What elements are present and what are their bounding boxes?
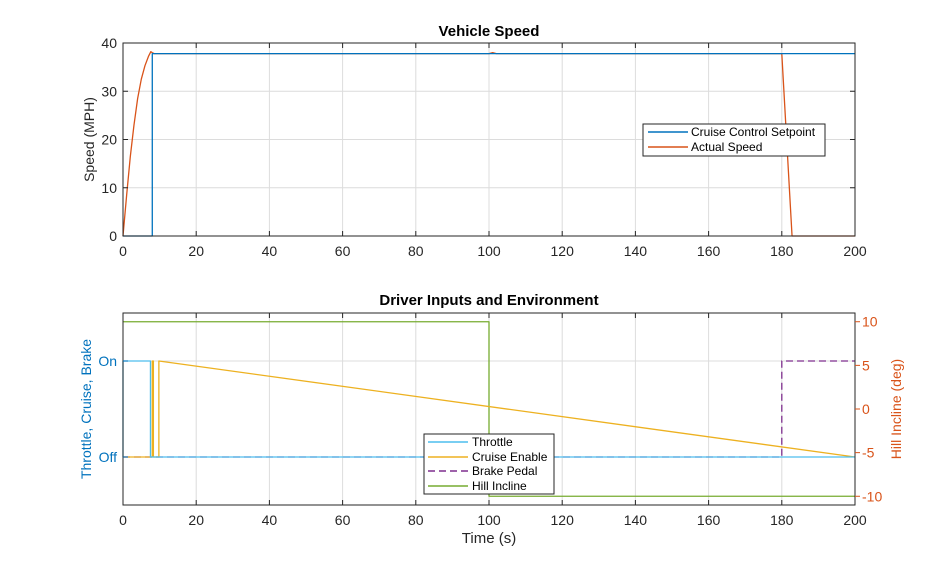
speed-x-tick-label: 0 [119, 243, 127, 259]
speed-legend-box [642, 123, 826, 157]
speed-x-tick-label: 20 [188, 243, 204, 259]
speed-x-tick-label: 180 [770, 243, 794, 259]
speed-y-tick-label: 40 [101, 35, 117, 51]
speed-y-axis-label: Speed (MPH) [81, 97, 97, 182]
inputs-legend-box [423, 433, 555, 495]
inputs-series-brake-pedal [123, 360, 855, 458]
speed-x-tick-label: 80 [408, 243, 424, 259]
inputs-right-tick-label: 0 [862, 401, 870, 417]
inputs-x-tick-label: 120 [551, 512, 575, 528]
legend-label-setpoint: Cruise Control Setpoint [691, 125, 816, 139]
inputs-left-tick-label: Off [99, 449, 118, 465]
inputs-x-tick-label: 60 [335, 512, 351, 528]
speed-x-tick-label: 100 [477, 243, 501, 259]
inputs-left-tick-label: On [98, 353, 117, 369]
inputs-right-tick-label: 10 [862, 314, 878, 330]
inputs-series-cruise-enable [123, 360, 856, 458]
speed-ticks: 0 10 20 30 40 0 20 40 60 80 100 120 140 160 180 200 [101, 35, 866, 259]
speed-x-tick-label: 60 [335, 243, 351, 259]
inputs-x-tick-label: 100 [477, 512, 501, 528]
legend-label-hill-incline: Hill Incline [472, 479, 527, 493]
inputs-x-tick-label: 20 [188, 512, 204, 528]
speed-y-tick-label: 0 [109, 228, 117, 244]
inputs-series-hill-incline [123, 321, 855, 497]
legend-label-throttle: Throttle [472, 435, 513, 449]
inputs-chart-title: Driver Inputs and Environment [379, 292, 598, 309]
inputs-x-axis-label: Time (s) [462, 530, 516, 547]
inputs-x-tick-label: 200 [843, 512, 867, 528]
speed-chart-title: Vehicle Speed [439, 23, 540, 40]
speed-y-tick-label: 30 [101, 83, 117, 99]
inputs-right-axis-label: Hill Incline (deg) [888, 359, 904, 459]
inputs-right-tick-label: -10 [862, 488, 882, 504]
speed-x-tick-label: 40 [262, 243, 278, 259]
inputs-x-tick-label: 0 [119, 512, 127, 528]
speed-x-tick-label: 160 [697, 243, 721, 259]
speed-legend: Cruise Control Setpoint Actual Speed [642, 123, 826, 157]
speed-axes: 0 10 20 30 40 0 20 40 60 80 100 120 140 160 180 200 Veh… [81, 23, 867, 259]
speed-x-tick-label: 140 [624, 243, 648, 259]
speed-x-tick-label: 200 [843, 243, 867, 259]
inputs-x-tick-label: 160 [697, 512, 721, 528]
legend-label-brake-pedal: Brake Pedal [472, 464, 537, 478]
inputs-x-tick-label: 180 [770, 512, 794, 528]
legend-label-cruise-enable: Cruise Enable [472, 450, 548, 464]
inputs-legend: Throttle Cruise Enable Brake Pedal Hill … [423, 433, 555, 495]
inputs-right-tick-label: -5 [862, 445, 875, 461]
inputs-left-axis-label: Throttle, Cruise, Brake [78, 339, 94, 479]
speed-x-tick-label: 120 [551, 243, 575, 259]
inputs-x-tick-label: 140 [624, 512, 648, 528]
inputs-right-tick-label: 5 [862, 357, 870, 373]
speed-y-tick-label: 20 [101, 132, 117, 148]
inputs-x-tick-label: 80 [408, 512, 424, 528]
speed-y-tick-label: 10 [101, 180, 117, 196]
inputs-x-tick-label: 40 [262, 512, 278, 528]
inputs-series [122, 321, 856, 497]
legend-label-actual-speed: Actual Speed [691, 140, 762, 154]
